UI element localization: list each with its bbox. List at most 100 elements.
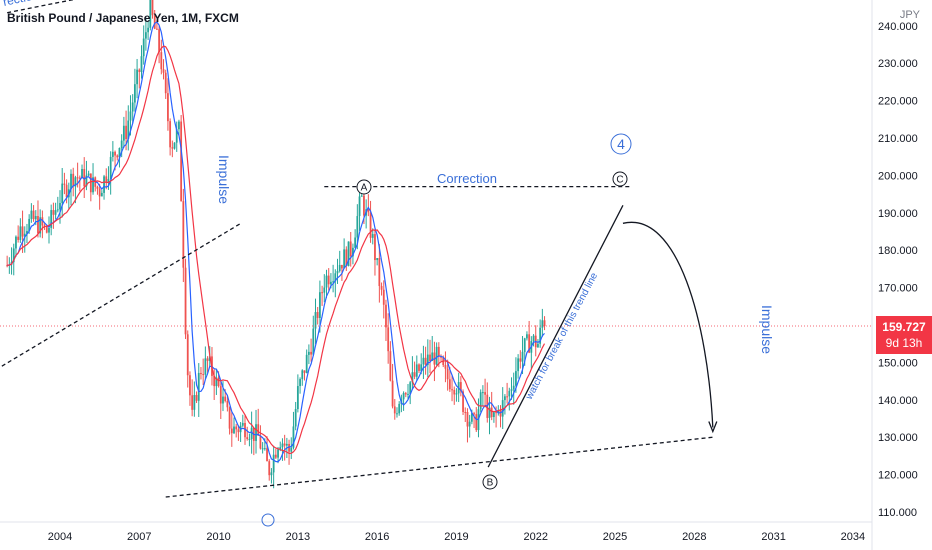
candle-body xyxy=(380,286,383,290)
candle-body xyxy=(52,210,55,215)
candle-body xyxy=(411,372,414,383)
candle-body xyxy=(257,424,260,436)
candle-body xyxy=(138,69,141,73)
candle-body xyxy=(30,210,33,219)
candle-body xyxy=(429,354,431,361)
candle-body xyxy=(307,351,310,355)
candle-body xyxy=(6,265,9,267)
candle-body xyxy=(506,396,509,398)
candle-body xyxy=(76,177,79,179)
wave-4-label: 4 xyxy=(617,136,625,152)
candle-body xyxy=(202,374,205,376)
candle-body xyxy=(464,411,467,413)
y-tick-label: 120.000 xyxy=(878,470,918,482)
candle-body xyxy=(213,375,216,387)
candle-body xyxy=(133,84,136,103)
correction-label: Correction xyxy=(437,171,497,186)
candle-body xyxy=(226,400,229,408)
x-tick-label: 2034 xyxy=(841,531,865,543)
candle-body xyxy=(197,372,200,401)
candle-body xyxy=(103,176,105,193)
candle-body xyxy=(160,52,163,70)
candle-body xyxy=(501,400,504,417)
candle-body xyxy=(39,217,42,234)
candle-body xyxy=(512,385,515,390)
candle-body xyxy=(484,392,486,395)
candle-body xyxy=(81,169,83,178)
projection-curve xyxy=(622,221,714,428)
candle-body xyxy=(488,407,491,418)
candle-body xyxy=(374,234,376,261)
candle-body xyxy=(116,155,119,158)
bar-countdown: 9d 13h xyxy=(885,336,923,350)
currency-label: JPY xyxy=(899,9,920,21)
candle-body xyxy=(189,375,191,396)
candle-body xyxy=(305,354,308,373)
candle-body xyxy=(182,201,185,268)
candle-body xyxy=(162,69,165,73)
candle-body xyxy=(41,217,44,226)
candle-body xyxy=(92,177,94,193)
candle-body xyxy=(111,151,114,157)
candle-body xyxy=(89,173,92,193)
candle-body xyxy=(515,371,517,386)
candle-body xyxy=(153,15,156,29)
x-tick-label: 2004 xyxy=(48,531,72,543)
candle-body xyxy=(105,176,108,183)
candle-body xyxy=(437,346,440,356)
candle-body xyxy=(136,69,138,85)
candle-body xyxy=(274,454,277,458)
candle-body xyxy=(521,351,524,362)
candle-body xyxy=(17,236,20,240)
candle-body xyxy=(345,249,348,266)
candle-body xyxy=(453,389,456,395)
candle-body xyxy=(468,421,471,427)
y-tick-label: 210.000 xyxy=(878,133,918,145)
candle-body xyxy=(462,391,464,412)
candle-body xyxy=(118,148,121,158)
candle-body xyxy=(426,354,429,366)
y-tick-label: 130.000 xyxy=(878,432,918,444)
wave-b-label: B xyxy=(487,478,494,489)
candle-body xyxy=(508,390,511,397)
candle-body xyxy=(292,426,295,448)
wave-c-circle xyxy=(612,171,628,187)
candle-body xyxy=(470,413,473,422)
candle-body xyxy=(272,454,275,473)
candle-body xyxy=(263,448,266,450)
candle-body xyxy=(237,429,240,433)
candle-body xyxy=(431,352,434,361)
y-tick-label: 200.000 xyxy=(878,170,918,182)
candle-body xyxy=(78,177,81,179)
y-tick-label: 230.000 xyxy=(878,58,918,70)
candle-body xyxy=(21,226,24,237)
y-tick-label: 110.000 xyxy=(878,507,917,519)
candle-body xyxy=(241,422,244,426)
candle-body xyxy=(294,409,297,427)
candle-body xyxy=(387,327,390,352)
candle-body xyxy=(246,437,249,439)
trendline xyxy=(1,223,241,367)
candle-body xyxy=(481,392,484,394)
candle-body xyxy=(363,195,365,216)
candle-body xyxy=(420,364,423,371)
candle-body xyxy=(169,121,172,148)
candle-body xyxy=(63,183,66,185)
candle-body xyxy=(122,125,125,141)
candle-body xyxy=(114,151,116,156)
candle-body xyxy=(288,443,290,452)
impulse-right-label: Impulse xyxy=(759,305,775,354)
candle-body xyxy=(255,424,257,441)
candle-body xyxy=(349,241,352,257)
candle-body xyxy=(178,121,180,130)
candle-body xyxy=(499,410,502,417)
candle-body xyxy=(336,270,339,274)
candle-body xyxy=(235,426,238,430)
symbol-label: British Pound / Japanese Yen, 1M, FXCM xyxy=(7,11,239,25)
candle-body xyxy=(382,289,385,305)
candle-body xyxy=(129,111,132,121)
candle-body xyxy=(358,196,361,217)
candle-body xyxy=(233,426,235,434)
candle-body xyxy=(96,186,99,189)
